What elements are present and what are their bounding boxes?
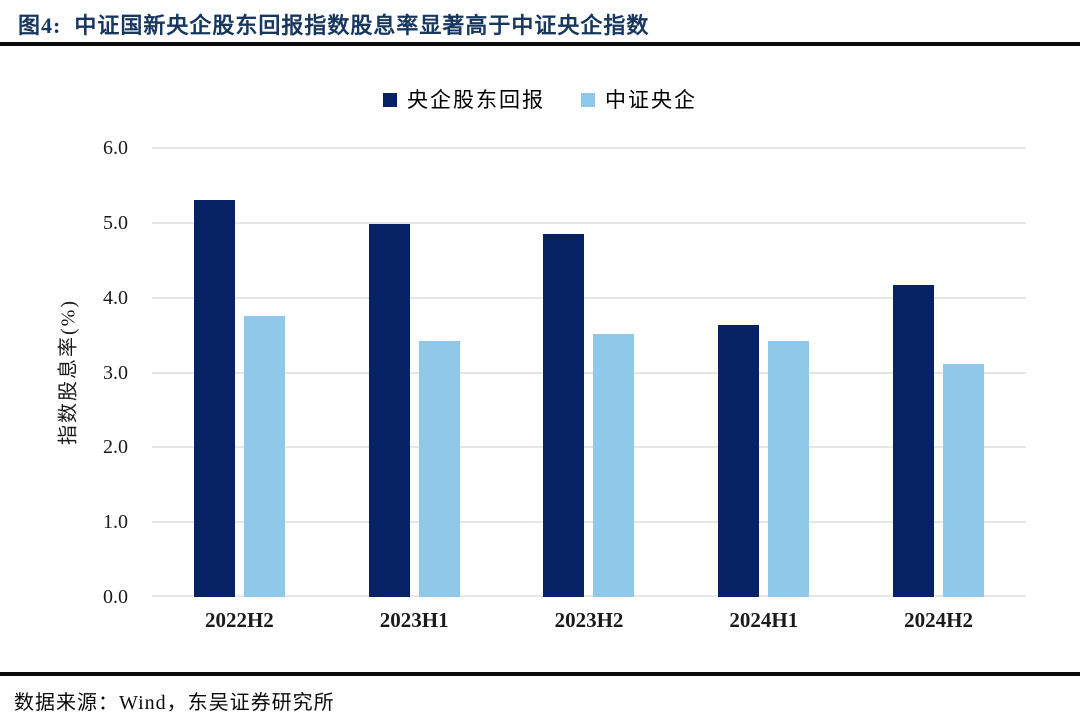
gridline (152, 595, 1026, 597)
bar (243, 315, 285, 597)
y-axis-ticks: 0.0 1.0 2.0 3.0 4.0 5.0 6.0 (0, 138, 140, 607)
bar-groups (152, 148, 1026, 597)
bar (368, 223, 410, 597)
bar (593, 333, 635, 597)
bar-group (327, 148, 502, 597)
bar (943, 363, 985, 597)
data-source: 数据来源：Wind，东吴证券研究所 (14, 692, 335, 714)
bar-group (851, 148, 1026, 597)
figure-title: 图4: 中证国新央企股东回报指数股息率显著高于中证央企指数 (18, 13, 650, 38)
bar-group (152, 148, 327, 597)
legend-swatch (383, 93, 397, 107)
legend-label: 中证央企 (605, 88, 697, 112)
bar-group (502, 148, 677, 597)
bar (418, 341, 460, 597)
y-tick-label: 6.0 (103, 137, 128, 159)
legend-item: 中证央企 (581, 84, 697, 114)
bar (893, 284, 935, 597)
legend-item: 央企股东回报 (383, 84, 545, 114)
y-tick-label: 3.0 (103, 361, 128, 384)
gridline (152, 521, 1026, 524)
gridline (152, 147, 1026, 149)
x-tick-label: 2023H1 (379, 608, 449, 632)
gridline (152, 296, 1026, 299)
bar (768, 341, 810, 597)
bar (543, 234, 585, 597)
chart-legend: 央企股东回报 中证央企 (0, 84, 1080, 114)
gridline (152, 446, 1026, 449)
y-tick-label: 2.0 (103, 436, 128, 459)
gridline (152, 371, 1026, 374)
x-tick-label: 2024H1 (729, 608, 799, 632)
y-tick-label: 1.0 (103, 511, 128, 534)
x-tick-label: 2022H2 (204, 608, 274, 632)
y-tick-label: 0.0 (103, 586, 128, 608)
plot-area (152, 147, 1026, 597)
x-axis-ticks: 2022H2 2023H1 2023H2 2024H1 2024H2 (152, 608, 1026, 633)
bar (193, 200, 235, 597)
x-tick-label: 2024H2 (904, 608, 973, 632)
source-divider-line (0, 672, 1080, 676)
y-tick-label: 5.0 (103, 211, 128, 234)
x-tick-label: 2023H2 (554, 608, 624, 632)
y-tick-label: 4.0 (103, 286, 128, 309)
legend-swatch (581, 93, 595, 107)
bar (718, 325, 760, 597)
gridline (152, 221, 1026, 224)
title-divider-line (0, 42, 1080, 46)
bar-group (676, 148, 851, 597)
legend-label: 央企股东回报 (407, 88, 545, 112)
